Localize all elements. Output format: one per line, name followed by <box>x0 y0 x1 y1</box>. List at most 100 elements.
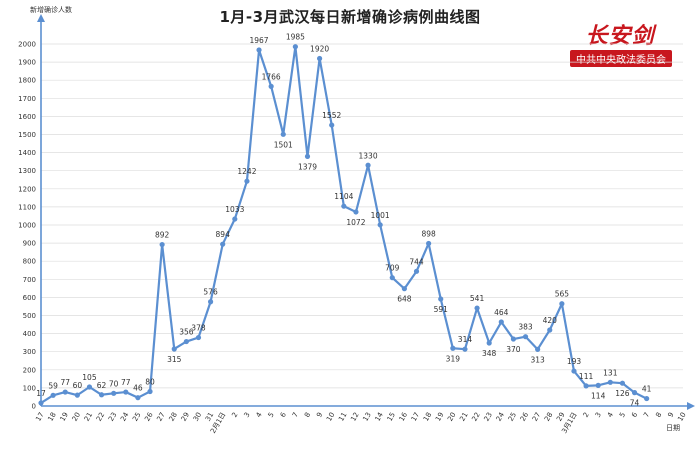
x-tick-label: 12 <box>349 411 360 423</box>
data-label: 1330 <box>359 151 378 160</box>
x-axis-arrow <box>687 402 695 410</box>
x-tick-label: 25 <box>131 411 142 423</box>
data-label: 1920 <box>310 44 329 53</box>
data-label: 541 <box>470 294 485 303</box>
x-tick-label: 31 <box>204 411 215 423</box>
data-point <box>389 275 395 281</box>
y-tick-label: 800 <box>23 258 36 266</box>
data-label: 1379 <box>298 162 317 171</box>
data-point <box>510 336 517 342</box>
data-label: 744 <box>409 257 424 266</box>
data-point <box>171 346 177 352</box>
data-point <box>559 301 565 307</box>
data-label: 370 <box>506 345 521 354</box>
y-tick-label: 600 <box>23 294 36 302</box>
data-point <box>522 334 529 340</box>
x-tick-label: 29 <box>555 411 566 423</box>
data-label: 591 <box>434 305 449 314</box>
data-label: 319 <box>446 354 461 363</box>
data-label: 378 <box>191 324 206 333</box>
x-tick-label: 14 <box>374 411 386 423</box>
data-point <box>486 340 492 346</box>
data-label: 126 <box>615 389 630 398</box>
data-point <box>571 368 577 374</box>
data-label: 313 <box>530 355 545 364</box>
data-point <box>195 334 202 341</box>
data-point <box>220 241 226 247</box>
data-point <box>50 392 56 398</box>
data-point <box>401 286 407 292</box>
y-axis-label: 新增确诊人数 <box>30 6 72 14</box>
data-label: 1033 <box>225 205 244 214</box>
data-point <box>304 153 311 160</box>
x-tick-label: 17 <box>410 411 421 423</box>
data-label: 356 <box>179 328 194 337</box>
data-point <box>631 390 638 396</box>
data-point <box>462 346 468 352</box>
x-tick-label: 17 <box>34 411 45 423</box>
data-label: 420 <box>543 316 558 325</box>
data-label: 59 <box>48 381 58 390</box>
x-tick-label: 22 <box>470 411 481 423</box>
x-tick-label: 9 <box>315 411 324 419</box>
data-label: 576 <box>203 288 218 297</box>
y-tick-label: 500 <box>23 312 36 320</box>
data-label: 1552 <box>322 111 341 120</box>
data-label: 1104 <box>334 192 353 201</box>
data-label: 464 <box>494 308 509 317</box>
data-label: 1985 <box>286 33 305 42</box>
data-label: 111 <box>579 372 594 381</box>
data-label: 648 <box>397 295 412 304</box>
y-tick-label: 400 <box>23 330 36 338</box>
x-tick-label: 19 <box>434 411 445 423</box>
data-label: 77 <box>60 378 70 387</box>
data-point <box>159 241 165 248</box>
x-tick-label: 11 <box>337 411 348 423</box>
y-tick-label: 1300 <box>18 167 36 175</box>
data-point <box>38 400 44 406</box>
x-tick-label: 8 <box>654 411 663 419</box>
data-label: 17 <box>36 389 46 398</box>
data-point <box>341 203 347 209</box>
data-point <box>450 345 456 351</box>
data-point <box>365 162 371 168</box>
data-label: 62 <box>97 381 107 390</box>
x-tick-label: 10 <box>676 411 687 423</box>
data-label: 193 <box>567 357 582 366</box>
data-label: 46 <box>133 384 143 393</box>
y-tick-label: 1800 <box>18 77 36 85</box>
x-tick-label: 3 <box>242 411 251 419</box>
data-label: 60 <box>73 381 83 390</box>
x-tick-label: 5 <box>618 411 627 419</box>
data-label: 709 <box>385 264 400 273</box>
x-tick-label: 2 <box>582 411 591 419</box>
logo-banner <box>570 50 672 67</box>
x-tick-label: 18 <box>46 411 57 423</box>
data-point <box>268 83 274 89</box>
data-label: 565 <box>555 290 570 299</box>
data-label: 348 <box>482 349 497 358</box>
x-tick-label: 5 <box>267 411 276 419</box>
x-tick-label: 23 <box>107 411 118 423</box>
x-tick-label: 6 <box>630 411 639 419</box>
x-tick-label: 27 <box>531 411 542 423</box>
data-point <box>474 305 480 311</box>
x-tick-label: 9 <box>666 411 675 419</box>
x-tick-label: 21 <box>458 411 469 423</box>
y-tick-label: 1700 <box>18 95 36 103</box>
data-point <box>547 327 553 333</box>
data-label: 383 <box>518 323 533 332</box>
data-point <box>244 178 250 184</box>
data-label: 80 <box>145 378 155 387</box>
data-label: 105 <box>82 373 97 382</box>
data-point <box>183 338 189 345</box>
y-tick-label: 2000 <box>18 41 36 49</box>
y-axis-arrow <box>37 14 45 22</box>
x-tick-label: 28 <box>543 411 554 423</box>
data-point <box>583 383 589 389</box>
x-axis-label: 日期 <box>666 424 680 432</box>
data-point <box>232 216 238 222</box>
y-tick-label: 1000 <box>18 222 36 230</box>
data-label: 1967 <box>249 36 268 45</box>
